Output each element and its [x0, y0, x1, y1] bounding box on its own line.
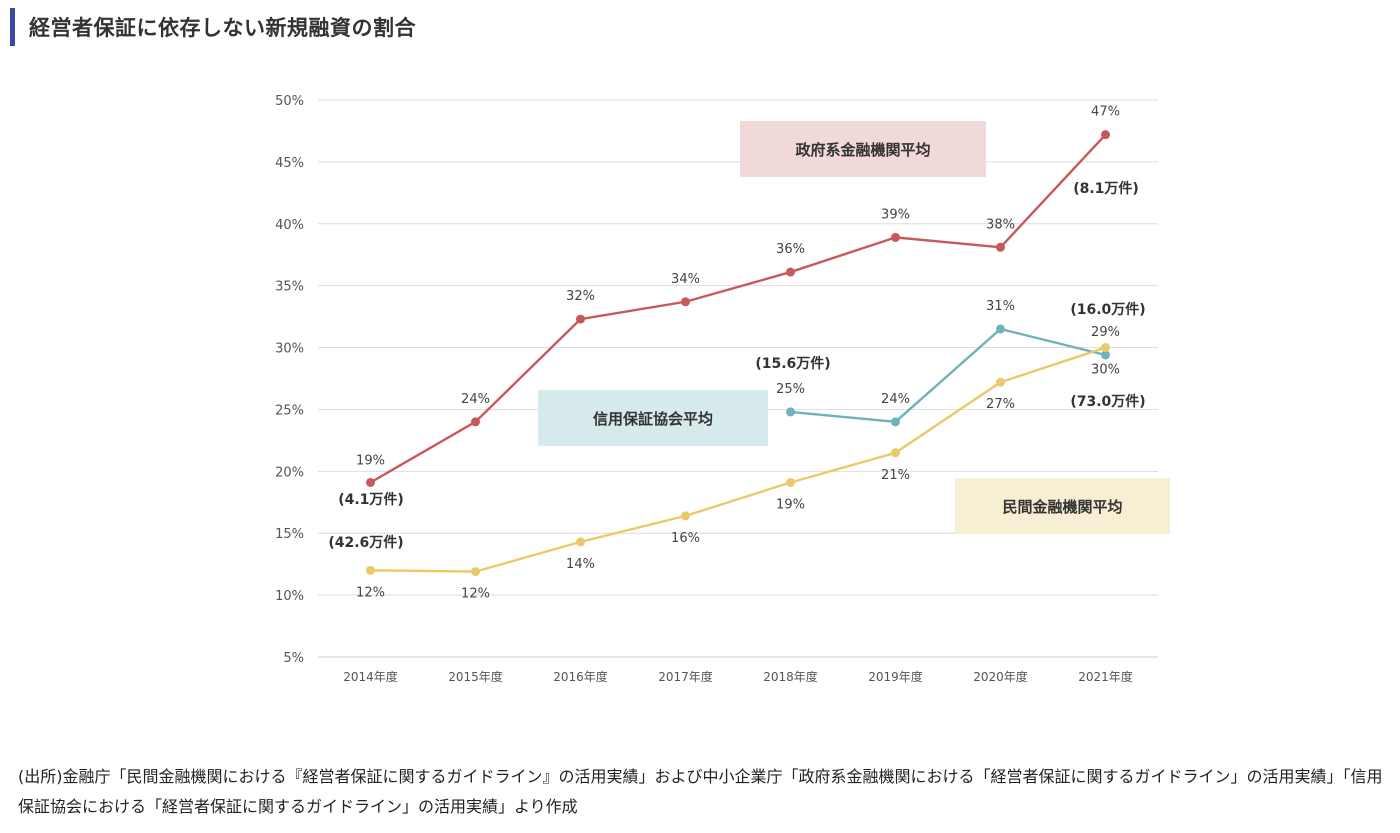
data-label: 34%	[671, 272, 700, 287]
series-label-box	[538, 390, 768, 446]
data-point	[366, 565, 375, 575]
x-tick-label: 2015年度	[448, 669, 503, 684]
volume-note: (73.0万件)	[1070, 393, 1145, 410]
series-label-box	[740, 121, 986, 177]
data-label: 14%	[566, 557, 595, 572]
data-point	[996, 324, 1005, 334]
data-label: 24%	[881, 392, 910, 407]
data-point	[891, 232, 900, 242]
data-point	[786, 267, 795, 277]
y-tick-label: 40%	[275, 218, 304, 233]
data-label: 39%	[881, 207, 910, 222]
volume-note: (4.1万件)	[338, 491, 404, 508]
data-label: 21%	[881, 468, 910, 483]
x-tick-label: 2018年度	[763, 669, 818, 684]
data-point	[681, 511, 690, 521]
x-tick-label: 2017年度	[658, 669, 713, 684]
y-tick-label: 25%	[275, 403, 304, 418]
data-point	[471, 567, 480, 577]
data-label: 27%	[986, 397, 1015, 412]
x-tick-label: 2021年度	[1078, 669, 1133, 684]
volume-note: (8.1万件)	[1073, 180, 1139, 197]
data-point	[996, 377, 1005, 387]
data-label: 29%	[1091, 325, 1120, 340]
data-point	[786, 407, 795, 417]
page-title: 経営者保証に依存しない新規融資の割合	[29, 16, 416, 40]
y-tick-label: 15%	[275, 527, 304, 542]
series-label: 政府系金融機関平均	[795, 141, 930, 159]
y-tick-label: 20%	[275, 465, 304, 480]
data-label: 12%	[461, 587, 490, 602]
series-label: 信用保証協会平均	[593, 410, 713, 428]
data-label: 19%	[776, 497, 805, 512]
data-point	[366, 477, 375, 487]
volume-note: (15.6万件)	[755, 355, 830, 372]
series-label-box	[955, 478, 1170, 534]
data-point	[1101, 343, 1110, 353]
series-line	[790, 327, 1106, 424]
data-label: 47%	[1091, 105, 1120, 120]
data-label: 30%	[1091, 363, 1120, 378]
data-point	[681, 297, 690, 307]
data-point	[996, 242, 1005, 252]
data-point	[891, 448, 900, 458]
y-tick-label: 50%	[275, 94, 304, 109]
title-accent-bar	[10, 8, 15, 46]
data-label: 24%	[461, 392, 490, 407]
data-point	[891, 417, 900, 427]
x-tick-label: 2016年度	[553, 669, 608, 684]
data-point	[1101, 350, 1110, 360]
source-note: (出所)金融庁「民間金融機関における『経営者保証に関するガイドライン』の活用実績…	[18, 767, 1383, 816]
data-label: 38%	[986, 217, 1015, 232]
data-label: 32%	[566, 289, 595, 304]
data-point	[576, 537, 585, 547]
y-tick-label: 10%	[275, 589, 304, 604]
data-label: 25%	[776, 382, 805, 397]
y-tick-label: 5%	[283, 651, 304, 666]
x-tick-label: 2019年度	[868, 669, 923, 684]
series-line	[370, 346, 1106, 573]
data-point	[786, 477, 795, 487]
y-tick-label: 35%	[275, 280, 304, 295]
data-label: 12%	[356, 585, 385, 600]
data-point	[1101, 130, 1110, 140]
page-header: 経営者保証に依存しない新規融資の割合	[10, 8, 416, 46]
data-point	[576, 314, 585, 324]
series-line	[369, 133, 1107, 484]
x-tick-label: 2020年度	[973, 669, 1028, 684]
volume-note: (42.6万件)	[328, 534, 403, 551]
volume-note: (16.0万件)	[1070, 301, 1145, 318]
data-label: 36%	[776, 242, 805, 257]
y-tick-label: 30%	[275, 342, 304, 357]
data-label: 16%	[671, 531, 700, 546]
data-label: 19%	[356, 453, 385, 468]
data-label: 31%	[986, 299, 1015, 314]
y-tick-label: 45%	[275, 156, 304, 171]
x-tick-label: 2014年度	[343, 669, 398, 684]
data-point	[471, 417, 480, 427]
series-label: 民間金融機関平均	[1002, 498, 1122, 516]
